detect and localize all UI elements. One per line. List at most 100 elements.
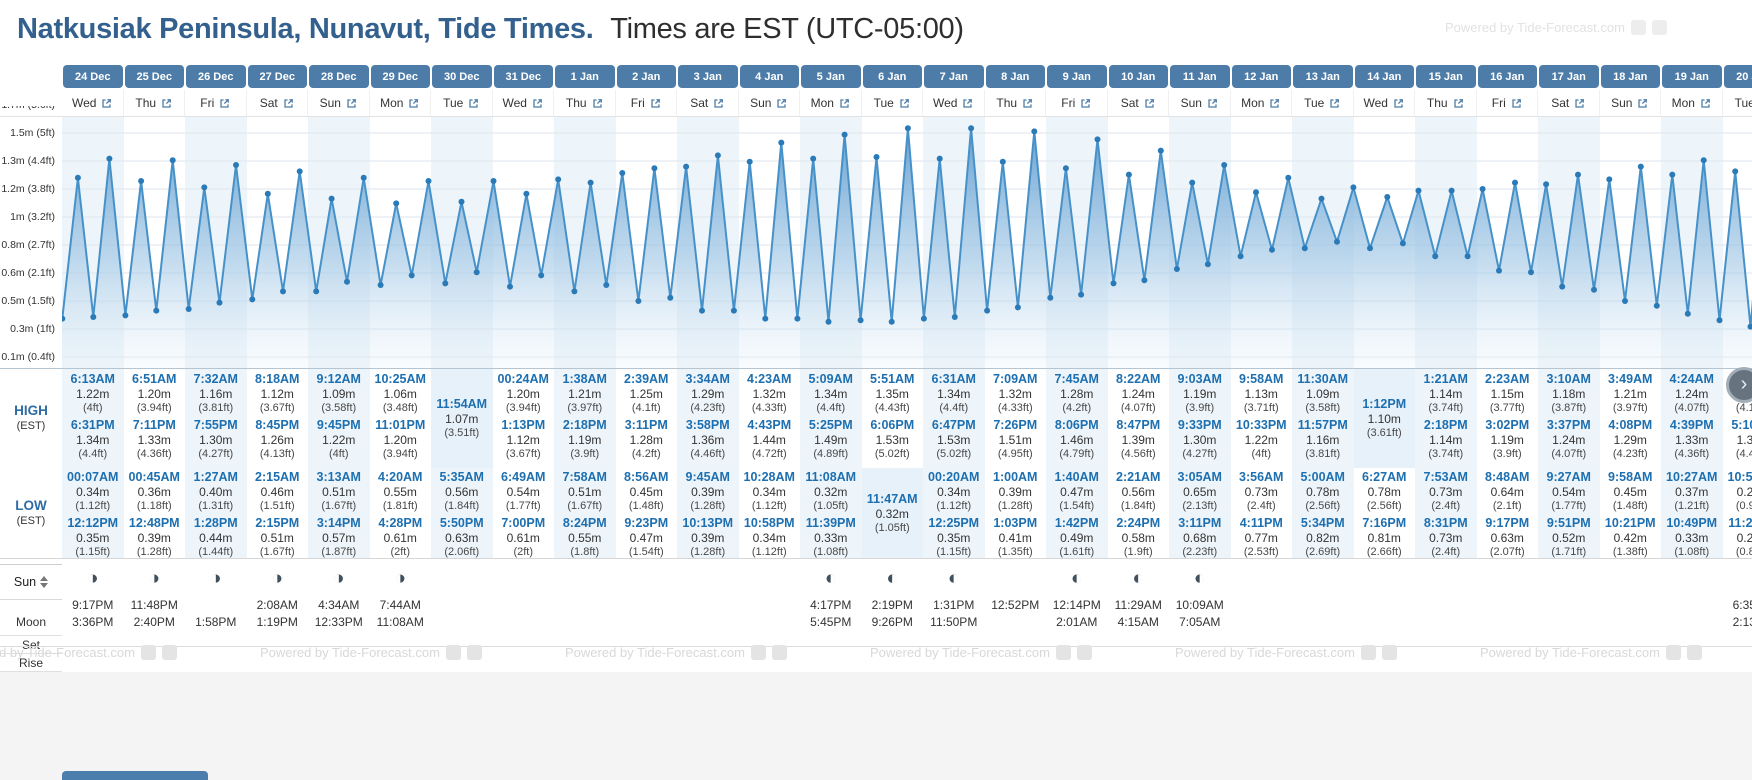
- external-link-icon[interactable]: [1022, 98, 1033, 109]
- external-link-icon[interactable]: [408, 98, 419, 109]
- high-height-m: 1.19m: [1183, 387, 1217, 401]
- date-tab[interactable]: 24 Dec: [63, 65, 123, 88]
- date-tab[interactable]: 27 Dec: [247, 65, 307, 88]
- high-height-ft: (4.4ft): [816, 402, 846, 414]
- external-link-icon[interactable]: [1700, 98, 1711, 109]
- high-tide-entry: 3:58PM 1.36m (4.46ft): [677, 418, 739, 461]
- date-tab[interactable]: 17 Jan: [1539, 65, 1599, 88]
- external-link-icon[interactable]: [1393, 98, 1404, 109]
- high-height-m: 1.39m: [1121, 433, 1155, 447]
- sun-toggle-label: Sun: [13, 575, 37, 589]
- date-tab[interactable]: 8 Jan: [985, 65, 1045, 88]
- low-height-ft: (2ft): [390, 546, 411, 558]
- low-cell: 5:35AM 0.56m (1.84ft) 5:50PM 0.63m (2.06…: [431, 468, 493, 558]
- sun-moon-toggle[interactable]: Sun: [0, 564, 62, 600]
- external-link-icon[interactable]: [1511, 98, 1522, 109]
- external-link-icon[interactable]: [1574, 98, 1585, 109]
- divider: [0, 368, 1752, 369]
- external-link-icon[interactable]: [776, 98, 787, 109]
- external-link-icon[interactable]: [161, 98, 172, 109]
- date-tab[interactable]: 3 Jan: [678, 65, 738, 88]
- high-time: 6:13AM: [70, 372, 115, 386]
- day-column: 26 Dec Fri 7:32AM 1.16m (3.81ft) 7:55PM …: [185, 64, 247, 646]
- date-tab[interactable]: 18 Jan: [1600, 65, 1660, 88]
- external-link-icon[interactable]: [1637, 98, 1648, 109]
- external-link-icon[interactable]: [346, 98, 357, 109]
- date-tab[interactable]: 25 Dec: [124, 65, 184, 88]
- external-link-icon[interactable]: [1269, 98, 1280, 109]
- dow-cell: Sun: [1599, 90, 1661, 116]
- date-tab[interactable]: 6 Jan: [862, 65, 922, 88]
- low-tide-entry: 8:48AM 0.64m (2.1ft): [1477, 470, 1539, 513]
- low-tide-entry: 11:47AM 0.32m (1.05ft): [862, 492, 924, 535]
- high-tide-entry: 4:39PM 1.33m (4.36ft): [1661, 418, 1723, 461]
- date-tab[interactable]: 1 Jan: [555, 65, 615, 88]
- high-height-m: 1.20m: [383, 433, 417, 447]
- low-height-ft: (1.67ft): [259, 546, 295, 558]
- low-tide-entry: 3:05AM 0.65m (2.13ft): [1169, 470, 1231, 513]
- date-tab[interactable]: 14 Jan: [1354, 65, 1414, 88]
- high-tide-entry: 6:31AM 1.34m (4.4ft): [923, 372, 985, 415]
- external-link-icon[interactable]: [468, 98, 479, 109]
- date-cell: 24 Dec: [62, 64, 124, 90]
- external-link-icon[interactable]: [713, 98, 724, 109]
- date-tab[interactable]: 31 Dec: [493, 65, 553, 88]
- y-axis-label: 1.3m (4.4ft): [1, 155, 55, 167]
- date-tab[interactable]: 13 Jan: [1293, 65, 1353, 88]
- external-link-icon[interactable]: [219, 98, 230, 109]
- external-link-icon[interactable]: [592, 98, 603, 109]
- date-tab[interactable]: 30 Dec: [432, 65, 492, 88]
- external-link-icon[interactable]: [962, 98, 973, 109]
- date-tab[interactable]: 4 Jan: [739, 65, 799, 88]
- date-tab[interactable]: 10 Jan: [1108, 65, 1168, 88]
- high-height-m: 1.29m: [691, 387, 725, 401]
- low-tide-entry: 10:27AM 0.37m (1.21ft): [1661, 470, 1723, 513]
- high-height-m: 1.34m: [76, 433, 110, 447]
- date-tab[interactable]: 26 Dec: [186, 65, 246, 88]
- external-link-icon[interactable]: [532, 98, 543, 109]
- high-time: 1:13PM: [501, 418, 546, 432]
- low-height-ft: (1.8ft): [570, 546, 600, 558]
- date-tab[interactable]: 9 Jan: [1047, 65, 1107, 88]
- date-cell: 16 Jan: [1476, 64, 1538, 90]
- external-link-icon[interactable]: [839, 98, 850, 109]
- date-tab[interactable]: 5 Jan: [801, 65, 861, 88]
- external-link-icon[interactable]: [1144, 98, 1155, 109]
- high-height-ft: (4ft): [1251, 448, 1272, 460]
- date-tab[interactable]: 29 Dec: [370, 65, 430, 88]
- date-tab[interactable]: 28 Dec: [309, 65, 369, 88]
- low-cell: 4:20AM 0.55m (1.81ft) 4:28PM 0.61m (2ft): [370, 468, 432, 558]
- external-link-icon[interactable]: [283, 98, 294, 109]
- high-tide-entry: 4:43PM 1.44m (4.72ft): [739, 418, 801, 461]
- dow-cell: Mon: [1661, 90, 1723, 116]
- date-tab[interactable]: 7 Jan: [924, 65, 984, 88]
- moon-rise-time: 1:58PM: [195, 615, 237, 629]
- date-tab[interactable]: 20 Jan: [1723, 65, 1752, 88]
- date-tab[interactable]: 2 Jan: [616, 65, 676, 88]
- date-cell: 11 Jan: [1169, 64, 1231, 90]
- high-height-m: 1.33m: [1675, 433, 1709, 447]
- chart-column-band: [1477, 116, 1539, 368]
- external-link-icon[interactable]: [101, 98, 112, 109]
- external-link-icon[interactable]: [650, 98, 661, 109]
- external-link-icon[interactable]: [899, 98, 910, 109]
- date-cell: 31 Dec: [492, 64, 554, 90]
- date-tab[interactable]: 12 Jan: [1231, 65, 1291, 88]
- external-link-icon[interactable]: [1080, 98, 1091, 109]
- external-link-icon[interactable]: [1329, 98, 1340, 109]
- moon-phase-icon: ◐: [1132, 567, 1144, 589]
- date-tab[interactable]: 11 Jan: [1170, 65, 1230, 88]
- low-height-m: 0.49m: [1060, 531, 1094, 545]
- low-tide-entry: 5:35AM 0.56m (1.84ft): [431, 470, 493, 513]
- date-cell: 12 Jan: [1230, 64, 1292, 90]
- external-link-icon[interactable]: [1207, 98, 1218, 109]
- low-tide-entry: 10:49PM 0.33m (1.08ft): [1661, 516, 1723, 559]
- moon-cell: ◐ 4:17PM 5:45PM: [800, 558, 862, 646]
- date-tab[interactable]: 15 Jan: [1416, 65, 1476, 88]
- low-height-ft: (1.71ft): [1551, 546, 1587, 558]
- day-column: 20 Jan Tue 4:58AM 1.26m (4.13ft) 5:10PM …: [1722, 64, 1752, 646]
- date-tab[interactable]: 16 Jan: [1477, 65, 1537, 88]
- date-tab[interactable]: 19 Jan: [1662, 65, 1722, 88]
- scroll-next-button[interactable]: [1726, 367, 1752, 403]
- external-link-icon[interactable]: [1453, 98, 1464, 109]
